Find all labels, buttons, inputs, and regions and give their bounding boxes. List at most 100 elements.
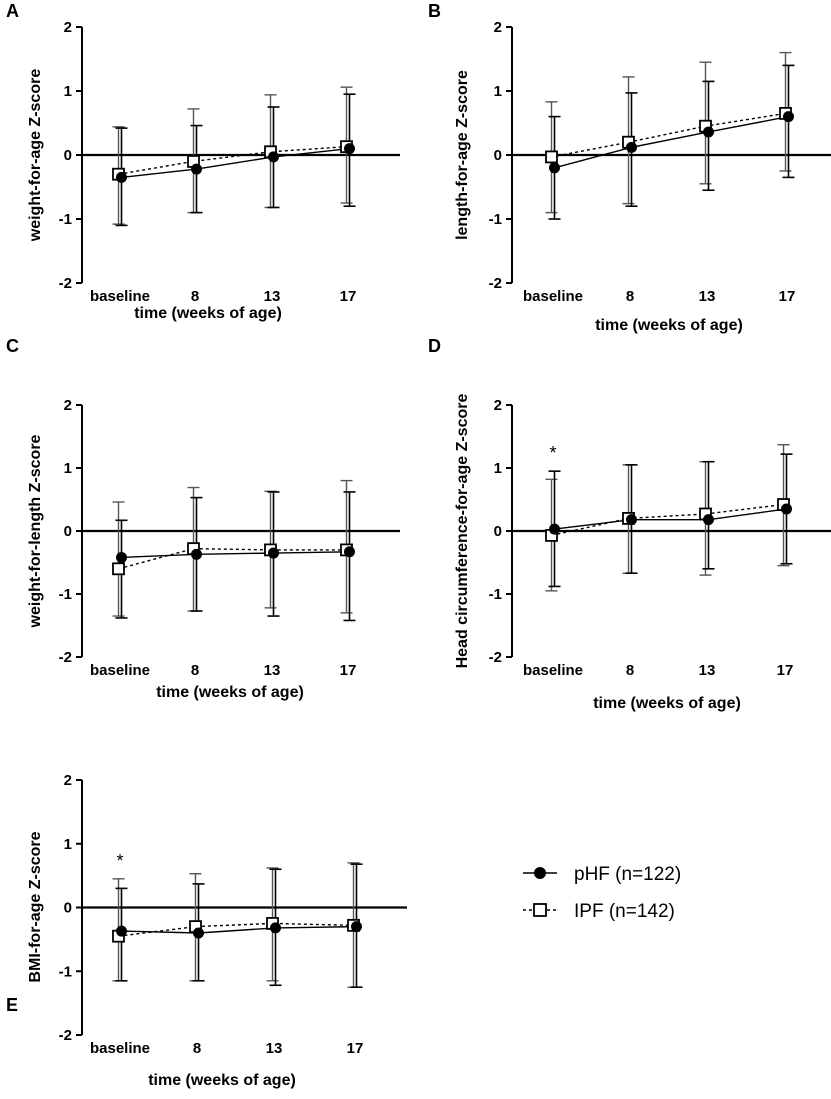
x-tick-label: 13 [264,662,281,679]
legend: pHF (n=122) IPF (n=142) [523,864,681,922]
y-tick-label: 0 [494,523,502,540]
phf-data-point [270,922,281,934]
panel-d: D -2 -1 0 1 2 baseline 8 13 17 time (weeks of age)… [428,336,831,712]
x-tick-label: 17 [347,1040,364,1057]
phf-data-point [549,162,560,174]
y-tick-label: 1 [64,83,72,100]
x-tick-label: 17 [340,288,357,305]
ipf-data-point [545,150,558,164]
y-tick-label: 1 [64,460,72,477]
x-axis-title: time (weeks of age) [593,695,741,712]
x-axis-title: time (weeks of age) [148,1072,296,1089]
panel-letter: C [6,336,19,356]
legend-label: IPF (n=142) [574,901,675,922]
x-axis-title: time (weeks of age) [156,684,304,701]
legend-item-ipf: IPF (n=142) [523,901,675,922]
x-tick-label: 13 [699,288,716,305]
panel-letter: A [6,1,19,21]
x-tick-label: 8 [626,662,634,679]
phf-data-point [781,503,792,515]
y-tick-label: 1 [64,836,72,853]
panel-letter: B [428,1,441,21]
x-tick-label: baseline [90,288,150,305]
phf-data-point [703,126,714,138]
phf-data-point [344,546,355,558]
legend-marker-open-square [533,903,547,917]
panel-c: C -2 -1 0 1 2 baseline 8 13 17 time (weeks of age)… [6,336,400,701]
phf-series-line [121,925,357,934]
y-tick-label: 0 [64,900,72,917]
phf-data-point [268,151,279,163]
y-tick-label: 2 [64,772,72,789]
x-tick-label: 8 [193,1040,201,1057]
x-tick-label: 8 [626,288,634,305]
significance-asterisk: * [549,443,556,463]
y-axis-title: BMI-for-age Z-score [27,831,44,982]
x-tick-label: 13 [266,1040,283,1057]
panel-e: E -2 -1 0 1 2 baseline 8 13 17 time (weeks of age)… [6,772,407,1089]
y-tick-label: 0 [64,523,72,540]
y-tick-label: 2 [64,397,72,414]
y-tick-label: -1 [489,586,502,603]
y-tick-label: -2 [59,275,72,292]
panel-b: B -2 -1 0 1 2 baseline 8 13 17 time (weeks of age)… [428,1,831,334]
y-tick-label: -1 [489,211,502,228]
legend-label: pHF (n=122) [574,864,681,885]
phf-data-point [191,548,202,560]
x-tick-label: 13 [264,288,281,305]
y-tick-label: -1 [59,963,72,980]
phf-data-point [703,514,714,526]
y-axis-title: length-for-age Z-score [454,70,471,240]
x-tick-label: baseline [523,288,583,305]
y-axis-title: weight-for-length Z-score [27,434,44,628]
ipf-series-line [118,145,347,175]
phf-series-line [554,115,789,169]
x-tick-label: baseline [90,662,150,679]
phf-data-point [783,111,794,123]
x-tick-label: 17 [340,662,357,679]
phf-data-point [116,171,127,183]
y-tick-label: 1 [494,460,502,477]
y-tick-label: -1 [59,586,72,603]
ipf-series-line [118,922,354,937]
y-axis-title: Head circumference-for-age Z-score [454,394,471,669]
y-tick-label: -2 [59,649,72,666]
y-tick-label: 2 [494,19,502,36]
phf-series-line [554,508,787,530]
phf-data-point [549,523,560,535]
y-tick-label: 2 [494,397,502,414]
phf-data-point [116,925,127,937]
phf-data-point [351,921,362,933]
y-tick-label: -1 [59,211,72,228]
y-tick-label: 2 [64,19,72,36]
x-tick-label: 13 [699,662,716,679]
y-axis-title: weight-for-age Z-score [27,69,44,243]
x-tick-label: 17 [777,662,794,679]
y-tick-label: 0 [64,147,72,164]
ipf-series-line [118,547,347,570]
x-axis-title: time (weeks of age) [595,317,743,334]
significance-asterisk: * [116,851,123,871]
phf-data-point [626,141,637,153]
panel-letter: D [428,336,441,356]
y-tick-label: -2 [59,1027,72,1044]
y-tick-label: -2 [489,275,502,292]
phf-data-point [193,927,204,939]
y-tick-label: 1 [494,83,502,100]
phf-data-point [116,551,127,563]
x-tick-label: baseline [523,662,583,679]
panel-letter: E [6,995,18,1015]
phf-data-point [344,143,355,155]
x-tick-label: 8 [191,662,199,679]
y-tick-label: -2 [489,649,502,666]
phf-series-line [121,147,350,179]
ipf-series-line [551,112,786,158]
x-tick-label: baseline [90,1040,150,1057]
phf-data-point [268,547,279,559]
x-axis-title: time (weeks of age) [134,305,282,322]
x-tick-label: 17 [779,288,796,305]
y-tick-label: 0 [494,147,502,164]
phf-series-line [121,551,350,559]
legend-item-phf: pHF (n=122) [523,864,681,885]
